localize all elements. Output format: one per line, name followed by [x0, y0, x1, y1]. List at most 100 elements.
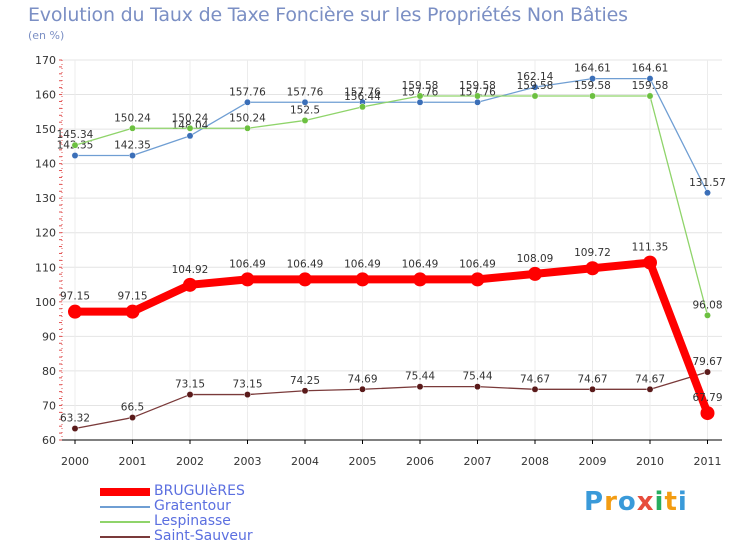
- data-point: [700, 406, 715, 421]
- chart-subtitle: (en %): [28, 29, 65, 42]
- data-label: 74.67: [520, 373, 550, 385]
- x-tick-label: 2004: [291, 455, 319, 468]
- data-label: 156.44: [344, 91, 381, 103]
- x-tick-label: 2010: [636, 455, 664, 468]
- y-tick-label: 110: [35, 261, 56, 274]
- data-label: 74.67: [577, 373, 607, 385]
- data-point: [531, 83, 539, 91]
- data-label: 157.76: [459, 86, 496, 98]
- data-label: 97.15: [117, 291, 147, 303]
- x-tick-label: 2003: [234, 455, 262, 468]
- data-label: 74.25: [290, 375, 320, 387]
- data-point: [244, 98, 251, 106]
- data-label: 131.57: [689, 177, 726, 189]
- plot-area: [62, 60, 722, 440]
- legend-label: Lespinasse: [154, 513, 231, 529]
- data-label: 73.15: [232, 379, 262, 391]
- data-label: 63.32: [60, 413, 90, 425]
- data-point: [71, 425, 79, 432]
- data-label: 79.67: [692, 356, 722, 368]
- data-label: 152.5: [290, 104, 320, 116]
- series-line-brugui-res: [71, 258, 712, 418]
- data-point: [129, 124, 136, 132]
- y-tick-label: 170: [35, 54, 56, 67]
- data-point: [589, 75, 596, 83]
- data-point: [68, 304, 82, 319]
- data-label: 150.24: [229, 112, 266, 124]
- data-label: 67.79: [692, 392, 722, 404]
- logo-letter: i: [677, 487, 688, 517]
- data-point: [301, 117, 309, 124]
- data-point: [531, 92, 539, 100]
- data-label: 159.58: [632, 80, 669, 92]
- y-tick-label: 150: [35, 123, 56, 136]
- data-point: [474, 98, 481, 106]
- x-tick-label: 2005: [349, 455, 377, 468]
- data-label: 96.08: [692, 299, 722, 311]
- y-tick-label: 160: [35, 89, 56, 102]
- series-line-lespinasse: [74, 95, 709, 317]
- y-tick-label: 80: [42, 365, 56, 378]
- data-label: 157.76: [287, 86, 324, 98]
- data-point: [585, 261, 600, 276]
- data-point: [186, 124, 194, 132]
- data-point: [71, 152, 79, 159]
- data-label: 164.61: [632, 63, 669, 75]
- data-point: [704, 189, 711, 197]
- data-point: [186, 391, 194, 399]
- y-tick-label: 130: [35, 192, 56, 205]
- data-point: [646, 75, 654, 83]
- data-label: 164.61: [574, 63, 611, 75]
- data-label: 106.49: [229, 258, 266, 270]
- legend-swatch: [100, 488, 150, 496]
- data-point: [244, 124, 251, 132]
- y-tick-label: 60: [42, 434, 56, 447]
- y-tick-label: 100: [35, 296, 56, 309]
- x-tick-label: 2001: [119, 455, 147, 468]
- data-label: 111.35: [632, 242, 669, 254]
- data-point: [474, 92, 481, 100]
- data-label: 159.58: [517, 80, 554, 92]
- data-point: [643, 255, 657, 270]
- data-point: [244, 391, 251, 399]
- data-point: [125, 304, 140, 319]
- logo-letter: o: [617, 487, 637, 517]
- data-point: [646, 92, 654, 100]
- data-label: 106.49: [402, 258, 439, 270]
- logo-letter: r: [604, 487, 618, 517]
- data-point: [474, 383, 481, 391]
- data-label: 145.34: [57, 129, 94, 141]
- data-point: [355, 272, 370, 287]
- data-label: 159.58: [574, 80, 611, 92]
- data-point: [646, 385, 654, 393]
- data-label: 75.44: [462, 371, 492, 383]
- data-point: [704, 311, 711, 319]
- data-point: [301, 387, 309, 395]
- proxiti-logo: Proxiti: [584, 487, 688, 517]
- data-point: [359, 385, 366, 393]
- legend-swatch: [100, 536, 150, 538]
- legend-label: Gratentour: [154, 498, 231, 514]
- data-point: [416, 383, 424, 391]
- data-label: 142.35: [114, 140, 151, 152]
- legend-label: BRUGUIèRES: [154, 483, 245, 499]
- data-label: 106.49: [344, 258, 381, 270]
- data-label: 159.58: [402, 80, 439, 92]
- data-label: 106.49: [287, 258, 324, 270]
- data-label: 108.09: [517, 253, 554, 265]
- data-point: [704, 368, 711, 376]
- data-label: 157.76: [402, 86, 439, 98]
- data-point: [470, 272, 485, 287]
- data-point: [589, 385, 596, 393]
- data-point: [183, 277, 197, 292]
- legend-swatch: [100, 521, 150, 523]
- data-label: 159.58: [459, 80, 496, 92]
- x-tick-label: 2009: [579, 455, 607, 468]
- data-label: 106.49: [459, 258, 496, 270]
- data-point: [416, 98, 424, 106]
- data-label: 162.14: [517, 71, 554, 83]
- data-point: [298, 272, 312, 287]
- data-point: [129, 152, 136, 159]
